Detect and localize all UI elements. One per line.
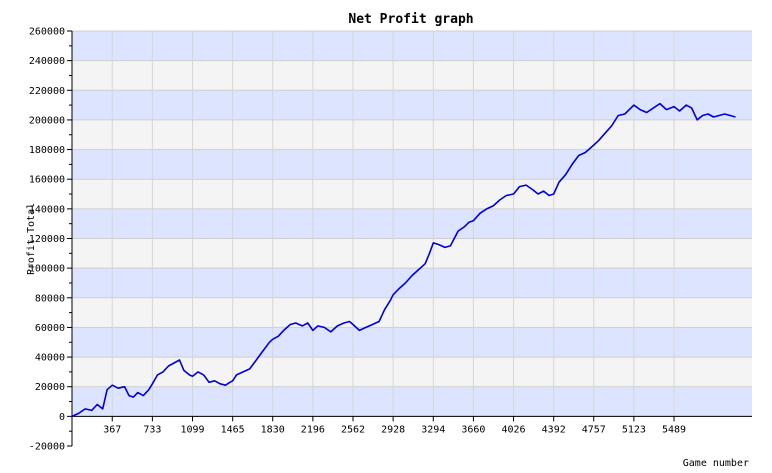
x-tick-label: 5489 [662,424,686,435]
grid-band [72,297,752,328]
y-tick-label: 100000 [29,264,65,275]
y-tick-label: -20000 [29,442,65,453]
grid-band [72,60,752,91]
grid-band [72,386,752,417]
y-tick-label: 160000 [29,175,65,186]
x-tick-label: 2196 [301,424,325,435]
y-tick-label: 80000 [35,293,65,304]
grid-band [72,31,752,61]
chart-title: Net Profit graph [348,12,473,27]
y-tick-label: 180000 [29,145,65,156]
y-tick-label: 240000 [29,56,65,67]
y-tick-label: 220000 [29,86,65,97]
grid-band [72,179,752,209]
x-tick-label: 733 [143,424,161,435]
y-tick-label: 20000 [35,382,65,393]
background-bands [72,31,752,417]
x-tick-label: 4757 [582,424,606,435]
y-tick-label: 60000 [35,323,65,334]
x-tick-label: 1830 [261,424,285,435]
grid-band [72,268,752,298]
x-axis-label: Game number [683,458,749,469]
x-tick-label: 2562 [341,424,365,435]
x-tick-label: 1099 [180,424,204,435]
y-tick-label: 200000 [29,115,65,126]
x-tick-label: 2928 [381,424,405,435]
x-tick-label: 3294 [421,424,445,435]
grid-band [72,238,752,269]
grid-band [72,90,752,120]
x-tick-label: 367 [103,424,121,435]
y-axis-label: Profit Total [26,203,37,275]
y-tick-label: 40000 [35,353,65,364]
grid-band [72,149,752,180]
x-tick-label: 1465 [221,424,245,435]
profit-series-line [71,102,736,418]
y-tick-label: 0 [59,412,65,423]
grid-band [72,357,752,387]
x-axis-ticks: 367 733 1099 1465 1830 2196 2562 2928 3294 3660 40… [71,416,686,435]
x-tick-label: 3660 [461,424,485,435]
y-axis-ticks: -20000 0 20000 40000 60000 80000 100000 120000 1… [29,27,72,453]
x-tick-label: 4026 [502,424,526,435]
grid-lines [72,30,752,417]
grid-band [72,327,752,358]
y-tick-label: 260000 [29,27,65,38]
y-tick-label: 120000 [29,234,65,245]
x-tick-label: 4392 [542,424,566,435]
x-tick-label: 5123 [622,424,646,435]
y-tick-label: 140000 [29,204,65,215]
grid-band [72,208,752,239]
grid-band [72,119,752,150]
